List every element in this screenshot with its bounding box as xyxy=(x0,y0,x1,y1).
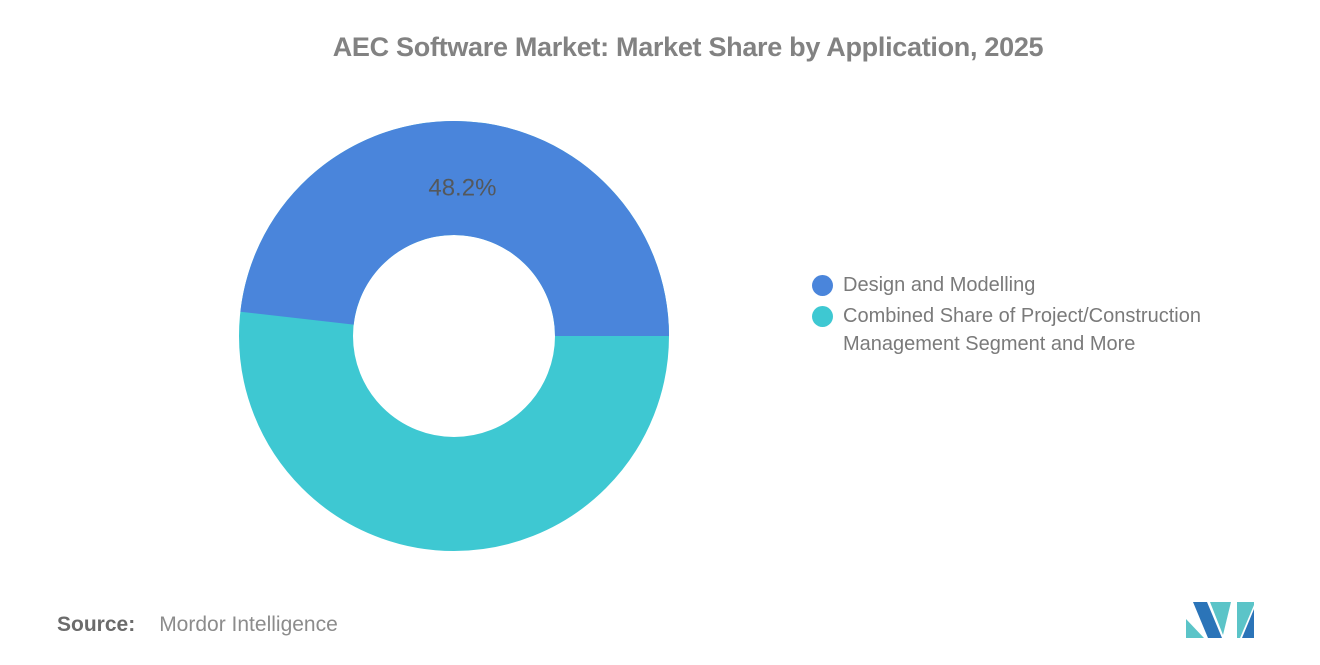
chart-legend: Design and Modelling Combined Share of P… xyxy=(812,271,1282,361)
legend-label-line: Management Segment and More xyxy=(843,333,1136,355)
legend-label-design: Design and Modelling xyxy=(843,271,1035,299)
slice-label-design: 48.2% xyxy=(428,175,496,202)
legend-swatch-design-icon xyxy=(812,275,833,296)
legend-swatch-management-icon xyxy=(812,306,833,327)
legend-item-design: Design and Modelling xyxy=(812,271,1282,299)
chart-title: AEC Software Market: Market Share by App… xyxy=(332,32,1044,62)
mordor-intelligence-logo xyxy=(1186,602,1254,638)
donut-chart: 48.2% xyxy=(236,118,672,554)
legend-label-line: Combined Share of Project/Construction xyxy=(843,305,1201,327)
donut-segment-design xyxy=(240,120,669,336)
mordor-logo-m-icon xyxy=(1186,602,1254,638)
source-label: Source: xyxy=(57,613,136,636)
donut-chart-svg: 48.2% xyxy=(239,120,669,551)
source-value: Mordor Intelligence xyxy=(159,613,338,636)
legend-label-management: Combined Share of Project/Construction M… xyxy=(843,302,1201,358)
legend-item-management: Combined Share of Project/Construction M… xyxy=(812,302,1282,358)
legend-label-line: Design and Modelling xyxy=(843,274,1036,296)
source-row: Source: Mordor Intelligence xyxy=(57,613,338,637)
